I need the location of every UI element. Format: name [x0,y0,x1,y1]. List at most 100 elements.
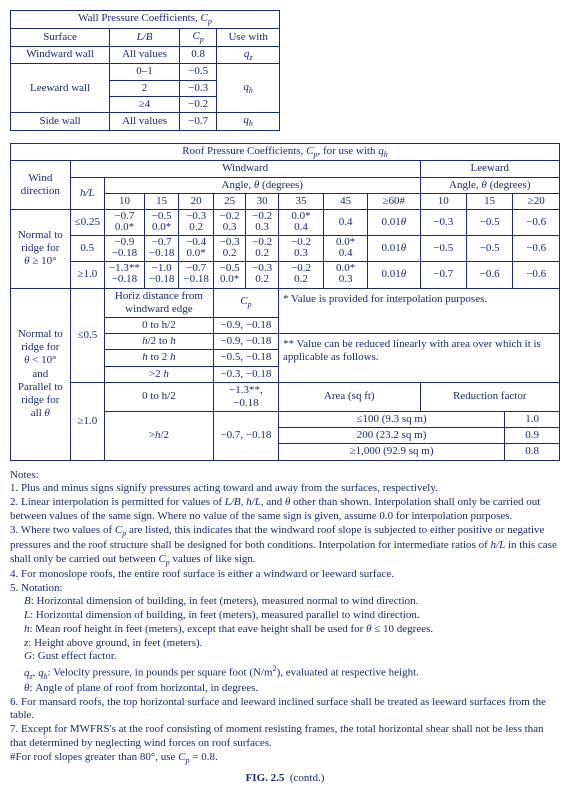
note-item: 1. Plus and minus signs signify pressure… [10,482,560,496]
cell: ≥1.0 [70,262,104,288]
note-dstar: ** Value can be reduced linearly with ar… [278,334,559,383]
cell: −0.30.2 [213,236,246,262]
hL-label: h/L [70,177,104,209]
cell: >h/2 [104,412,213,461]
ang: ≥60# [368,193,420,209]
cell: −0.5, −0.18 [213,350,278,366]
ang: 30 [246,193,279,209]
def: L: Horizontal dimension of building, in … [10,609,560,623]
ang: 15 [466,193,512,209]
notes-section: Notes: 1. Plus and minus signs signify p… [10,469,560,766]
cell: qh [217,112,280,130]
cell: −0.3 [420,210,466,236]
ang: 35 [278,193,323,209]
cell: 0.01θ [368,236,420,262]
leeward-label: Leeward [420,161,559,177]
ang: 15 [144,193,178,209]
cell: 0 to h/2 [104,382,213,411]
angle-label-l: Angle, θ (degrees) [420,177,559,193]
note-item: 6. For mansard roofs, the top horizontal… [10,696,560,724]
cell: 0.4 [324,210,368,236]
cell: −0.30.2 [246,262,279,288]
red-hdr: Reduction factor [420,382,559,411]
cell: >2 h [104,366,213,382]
cell: −0.20.3 [246,210,279,236]
cell: 2 [110,80,180,96]
cell: −0.20.2 [278,262,323,288]
cell: −0.7−0.18 [179,262,213,288]
windward-label: Windward [70,161,420,177]
cell: 0–1 [110,64,180,80]
ang: 10 [420,193,466,209]
ang: 20 [179,193,213,209]
cell: −1.0−0.18 [144,262,178,288]
cell: −0.20.2 [246,236,279,262]
notes-title: Notes: [10,469,560,483]
cell: ≥1.0 [70,382,104,460]
def: G: Gust effect factor. [10,650,560,664]
cell: 0.5 [70,236,104,262]
note-item: 7. Except for MWFRS's at the roof consis… [10,723,560,751]
area-hdr: Area (sq ft) [278,382,420,411]
cell: 0.01θ [368,210,420,236]
cell: −0.20.3 [213,210,246,236]
note-hash: #For roof slopes greater than 80°, use C… [10,751,560,766]
ang: 45 [324,193,368,209]
cell: −0.7 [179,112,216,130]
cell: −0.9, −0.18 [213,334,278,350]
cell: −0.7, −0.18 [213,412,278,461]
cell: h to 2 h [104,350,213,366]
cell: −0.70.0* [104,210,144,236]
roof-title: Roof Pressure Coefficients, Cp, for use … [11,143,560,161]
cell: −0.6 [513,210,560,236]
cell: qz [217,46,280,64]
note-item: 4. For monoslope roofs, the entire roof … [10,568,560,582]
cell: −0.9−0.18 [104,236,144,262]
cell: −0.50.0* [213,262,246,288]
cell: −0.3, −0.18 [213,366,278,382]
cell: −0.9, −0.18 [213,317,278,333]
def: θ: Angle of plane of roof from horizonta… [10,682,560,696]
cell: −0.6 [513,262,560,288]
wind-dir-label: Winddirection [11,161,71,210]
cell: Side wall [11,112,110,130]
cell: qh [217,64,280,113]
def: B: Horizontal dimension of building, in … [10,595,560,609]
roof-pressure-table: Roof Pressure Coefficients, Cp, for use … [10,143,560,461]
group2-label: Normal toridge forθ < 10° andParallel to… [11,288,71,460]
cell: 0.0*0.4 [324,236,368,262]
ang: ≥20 [513,193,560,209]
angle-label-w: Angle, θ (degrees) [104,177,420,193]
horiz-hdr: Horiz distance fromwindward edge [104,288,213,317]
note-item: 2. Linear interpolation is permitted for… [10,496,560,524]
cell: 0.01θ [368,262,420,288]
cell: ≤0.5 [70,288,104,382]
cell: 0 to h/2 [104,317,213,333]
cell: −0.20.3 [278,236,323,262]
cell: −0.3 [179,80,216,96]
ang: 10 [104,193,144,209]
cell: Windward wall [11,46,110,64]
cell: −0.5 [179,64,216,80]
cell: h/2 to h [104,334,213,350]
cell: −0.5 [420,236,466,262]
note-item: 3. Where two values of Cp are listed, th… [10,524,560,568]
cell: −0.7 [420,262,466,288]
figure-caption: FIG. 2.5 (contd.) [10,772,560,784]
note-item: 5. Notation: [10,582,560,596]
col-surface: Surface [11,28,110,46]
cell: −0.6 [513,236,560,262]
ang: 25 [213,193,246,209]
cell: All values [110,112,180,130]
cell: −0.40.0* [179,236,213,262]
wall-title: Wall Pressure Coefficients, Cp [11,11,280,29]
group1-label: Normal toridge forθ ≥ 10° [11,210,71,289]
cell: Leeward wall [11,64,110,113]
cell: −0.50.0* [144,210,178,236]
cell: ≥4 [110,96,180,112]
cell: −1.3**, −0.18 [213,382,278,411]
cell: −0.7−0.18 [144,236,178,262]
cell: ≤0.25 [70,210,104,236]
def: z: Height above ground, in feet (meters)… [10,637,560,651]
cp-hdr: Cp [213,288,278,317]
